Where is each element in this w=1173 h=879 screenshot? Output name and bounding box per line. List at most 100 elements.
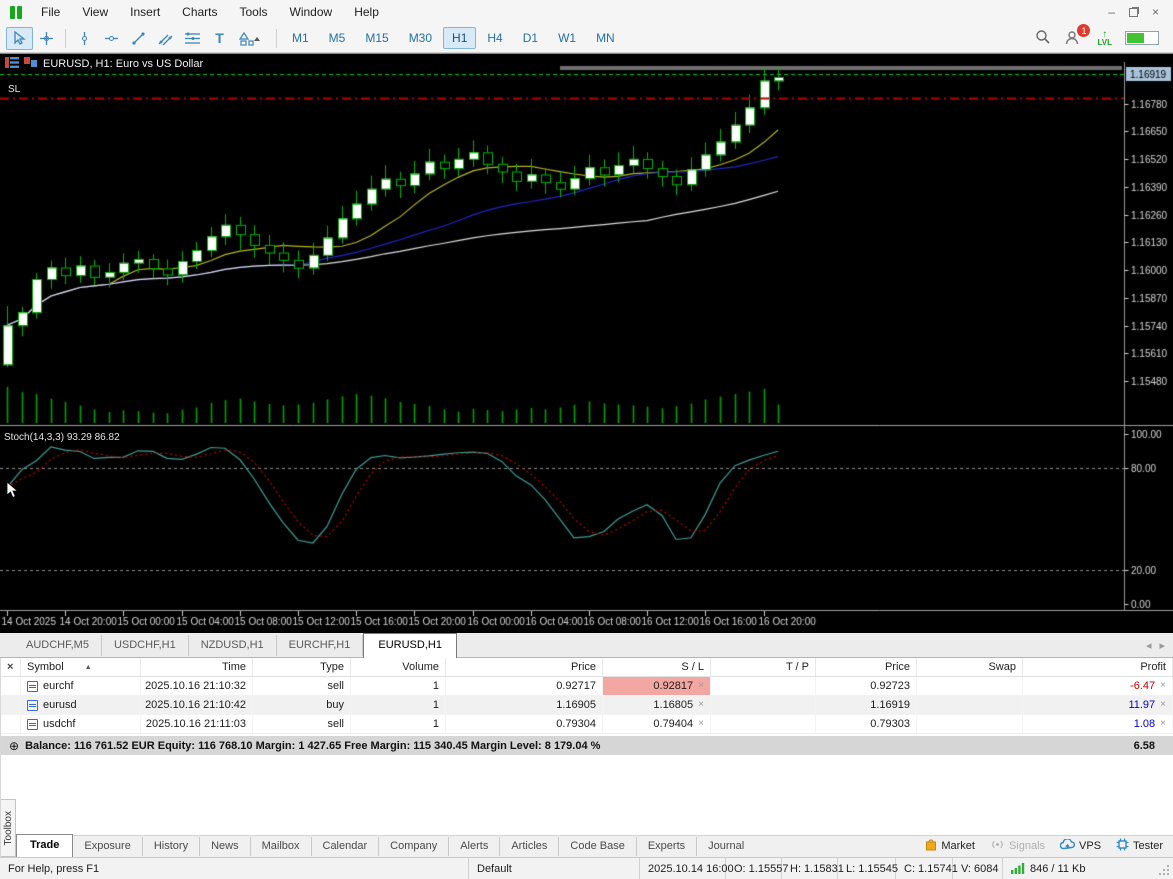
open-price-cell: 0.79304 (446, 715, 603, 733)
dock-tab-journal[interactable]: Journal (708, 840, 745, 852)
chart-tab-nzdusd-h1[interactable]: NZDUSD,H1 (189, 635, 277, 656)
dock-tab-articles[interactable]: Articles (500, 837, 560, 856)
close-position-icon[interactable]: × (1160, 699, 1166, 710)
dock-tab-news[interactable]: News (200, 837, 251, 856)
chart-tab-eurchf-h1[interactable]: EURCHF,H1 (277, 635, 364, 656)
menu-view[interactable]: View (82, 5, 109, 19)
notifications-icon[interactable]: 1 (1064, 24, 1091, 47)
dock-tab-code-base[interactable]: Code Base (559, 837, 637, 856)
timeframe-h1-button[interactable]: H1 (443, 27, 477, 49)
dock-tab-history[interactable]: History (143, 837, 201, 856)
close-toolbox-button[interactable]: × (1, 658, 21, 676)
chart-tab-eurusd-h1[interactable]: EURUSD,H1 (363, 633, 457, 658)
column-header-price[interactable]: Price (816, 658, 917, 676)
profit-cell: 1.08 × (1023, 715, 1173, 733)
chart-area[interactable]: EURUSD, H1: Euro vs US Dollar SL Stoch(1… (0, 53, 1173, 634)
trade-row-eurusd[interactable]: eurusd 2025.10.16 21:10:42 buy 1 1.16905 1.16… (1, 696, 1173, 715)
dock-tab-calendar[interactable]: Calendar (312, 837, 380, 856)
status-profile[interactable]: Default (468, 858, 640, 879)
column-header-type[interactable]: Type (253, 658, 351, 676)
remove-sl-icon[interactable]: × (698, 718, 704, 729)
timeframe-d1-button[interactable]: D1 (522, 31, 539, 45)
timeframe-w1-button[interactable]: W1 (558, 31, 577, 45)
close-position-icon[interactable]: × (1160, 718, 1166, 729)
toolbar-separator (65, 28, 66, 48)
trendline-tool-icon[interactable] (125, 27, 152, 50)
one-click-trading-icon[interactable] (24, 57, 38, 71)
menu-help[interactable]: Help (354, 5, 379, 19)
dock-tab-alerts[interactable]: Alerts (449, 837, 501, 856)
signal-bars-icon (1011, 863, 1025, 874)
profit-cell: -6.47 × (1023, 677, 1173, 695)
swap-cell (917, 696, 1023, 714)
timeframe-m30-button[interactable]: M30 (408, 31, 433, 45)
trade-row-usdchf[interactable]: usdchf 2025.10.16 21:11:03 sell 1 0.79304 0.7… (1, 715, 1173, 734)
timeframe-m1-button[interactable]: M1 (292, 31, 309, 45)
column-header-sl[interactable]: S / L (603, 658, 711, 676)
chart-tab-usdchf-h1[interactable]: USDCHF,H1 (102, 635, 189, 656)
chart-tab-audchf-m5[interactable]: AUDCHF,M5 (14, 635, 102, 656)
remove-sl-icon[interactable]: × (698, 699, 704, 710)
tabs-scroll-right-icon[interactable]: ▸ (1159, 640, 1165, 652)
resize-grip[interactable] (1158, 864, 1173, 879)
timeframe-h4-button[interactable]: H4 (487, 31, 503, 45)
depth-of-market-icon[interactable] (5, 57, 19, 71)
remove-sl-icon[interactable]: × (698, 680, 704, 691)
status-bar: For Help, press F1 Default 2025.10.14 16… (0, 857, 1173, 879)
timeframe-m15-button[interactable]: M15 (365, 31, 389, 45)
market-icon (925, 838, 937, 854)
shapes-tool-icon[interactable] (233, 27, 271, 50)
toolbox-side-tab[interactable]: Toolbox (1, 799, 16, 857)
timeframe-mn-button[interactable]: MN (596, 31, 615, 45)
text-tool-icon[interactable]: T (215, 30, 224, 46)
type-cell: buy (253, 696, 351, 714)
tabs-scroll-left-icon[interactable]: ◂ (1145, 640, 1152, 652)
horizontal-line-tool-icon[interactable] (98, 27, 125, 50)
menu-charts[interactable]: Charts (182, 5, 218, 19)
signals-label: Signals (1008, 840, 1046, 852)
crosshair-tool-icon[interactable] (33, 27, 60, 50)
price-chart-canvas[interactable] (0, 54, 1173, 634)
app-logo-icon (4, 5, 30, 19)
dock-tab-experts[interactable]: Experts (637, 837, 698, 856)
symbol-cell: eurusd (21, 696, 141, 714)
vps-button[interactable]: VPS (1059, 838, 1101, 853)
toolbox-panel: × Symbol ▲ Time Type Volume Price S / L T / P Pri… (0, 658, 1173, 857)
level-indicator-icon[interactable]: ↑ LVL (1097, 29, 1112, 47)
menu-tools[interactable]: Tools (239, 5, 268, 19)
fibonacci-tool-icon[interactable] (179, 27, 206, 50)
close-button[interactable]: × (1151, 5, 1159, 19)
column-header-time[interactable]: Time (141, 658, 253, 676)
search-icon[interactable] (1035, 29, 1051, 48)
column-header-symbol[interactable]: Symbol ▲ (21, 658, 141, 676)
dock-tab-mailbox[interactable]: Mailbox (251, 837, 312, 856)
menu-file[interactable]: File (41, 5, 61, 19)
cursor-tool-icon[interactable] (6, 26, 33, 50)
stop-loss-value: 0.92817 (653, 680, 694, 692)
menu-bar: File View Insert Charts Tools Window Help – × (0, 0, 1173, 24)
menu-insert[interactable]: Insert (130, 5, 161, 19)
close-position-icon[interactable]: × (1160, 680, 1166, 691)
restore-button[interactable] (1128, 7, 1138, 17)
stop-loss-cell: 0.92817 × (603, 677, 711, 695)
dock-tab-company[interactable]: Company (379, 837, 450, 856)
channel-tool-icon[interactable] (152, 27, 179, 50)
tester-button[interactable]: Tester (1116, 838, 1163, 854)
menu-window[interactable]: Window (289, 5, 333, 19)
market-button[interactable]: Market (925, 838, 975, 854)
volume-cell: 1 (351, 715, 446, 733)
column-header-profit[interactable]: Profit (1023, 658, 1173, 676)
column-header-swap[interactable]: Swap (917, 658, 1023, 676)
dock-tab-exposure[interactable]: Exposure (73, 837, 143, 856)
dock-tab-trade[interactable]: Trade (16, 834, 74, 857)
column-header-tp[interactable]: T / P (711, 658, 816, 676)
timeframe-m5-button[interactable]: M5 (328, 31, 346, 45)
column-header-volume[interactable]: Volume (351, 658, 446, 676)
trade-row-eurchf[interactable]: eurchf 2025.10.16 21:10:32 sell 1 0.92717 0.9… (1, 677, 1173, 696)
time-cell: 2025.10.16 21:10:32 (141, 677, 253, 695)
vertical-line-tool-icon[interactable] (71, 27, 98, 50)
minimize-button[interactable]: – (1108, 5, 1115, 19)
status-segment-0: 2025.10.14 16:00 (640, 858, 734, 879)
column-header-price[interactable]: Price (446, 658, 603, 676)
expand-icon[interactable]: ⊕ (9, 738, 20, 753)
